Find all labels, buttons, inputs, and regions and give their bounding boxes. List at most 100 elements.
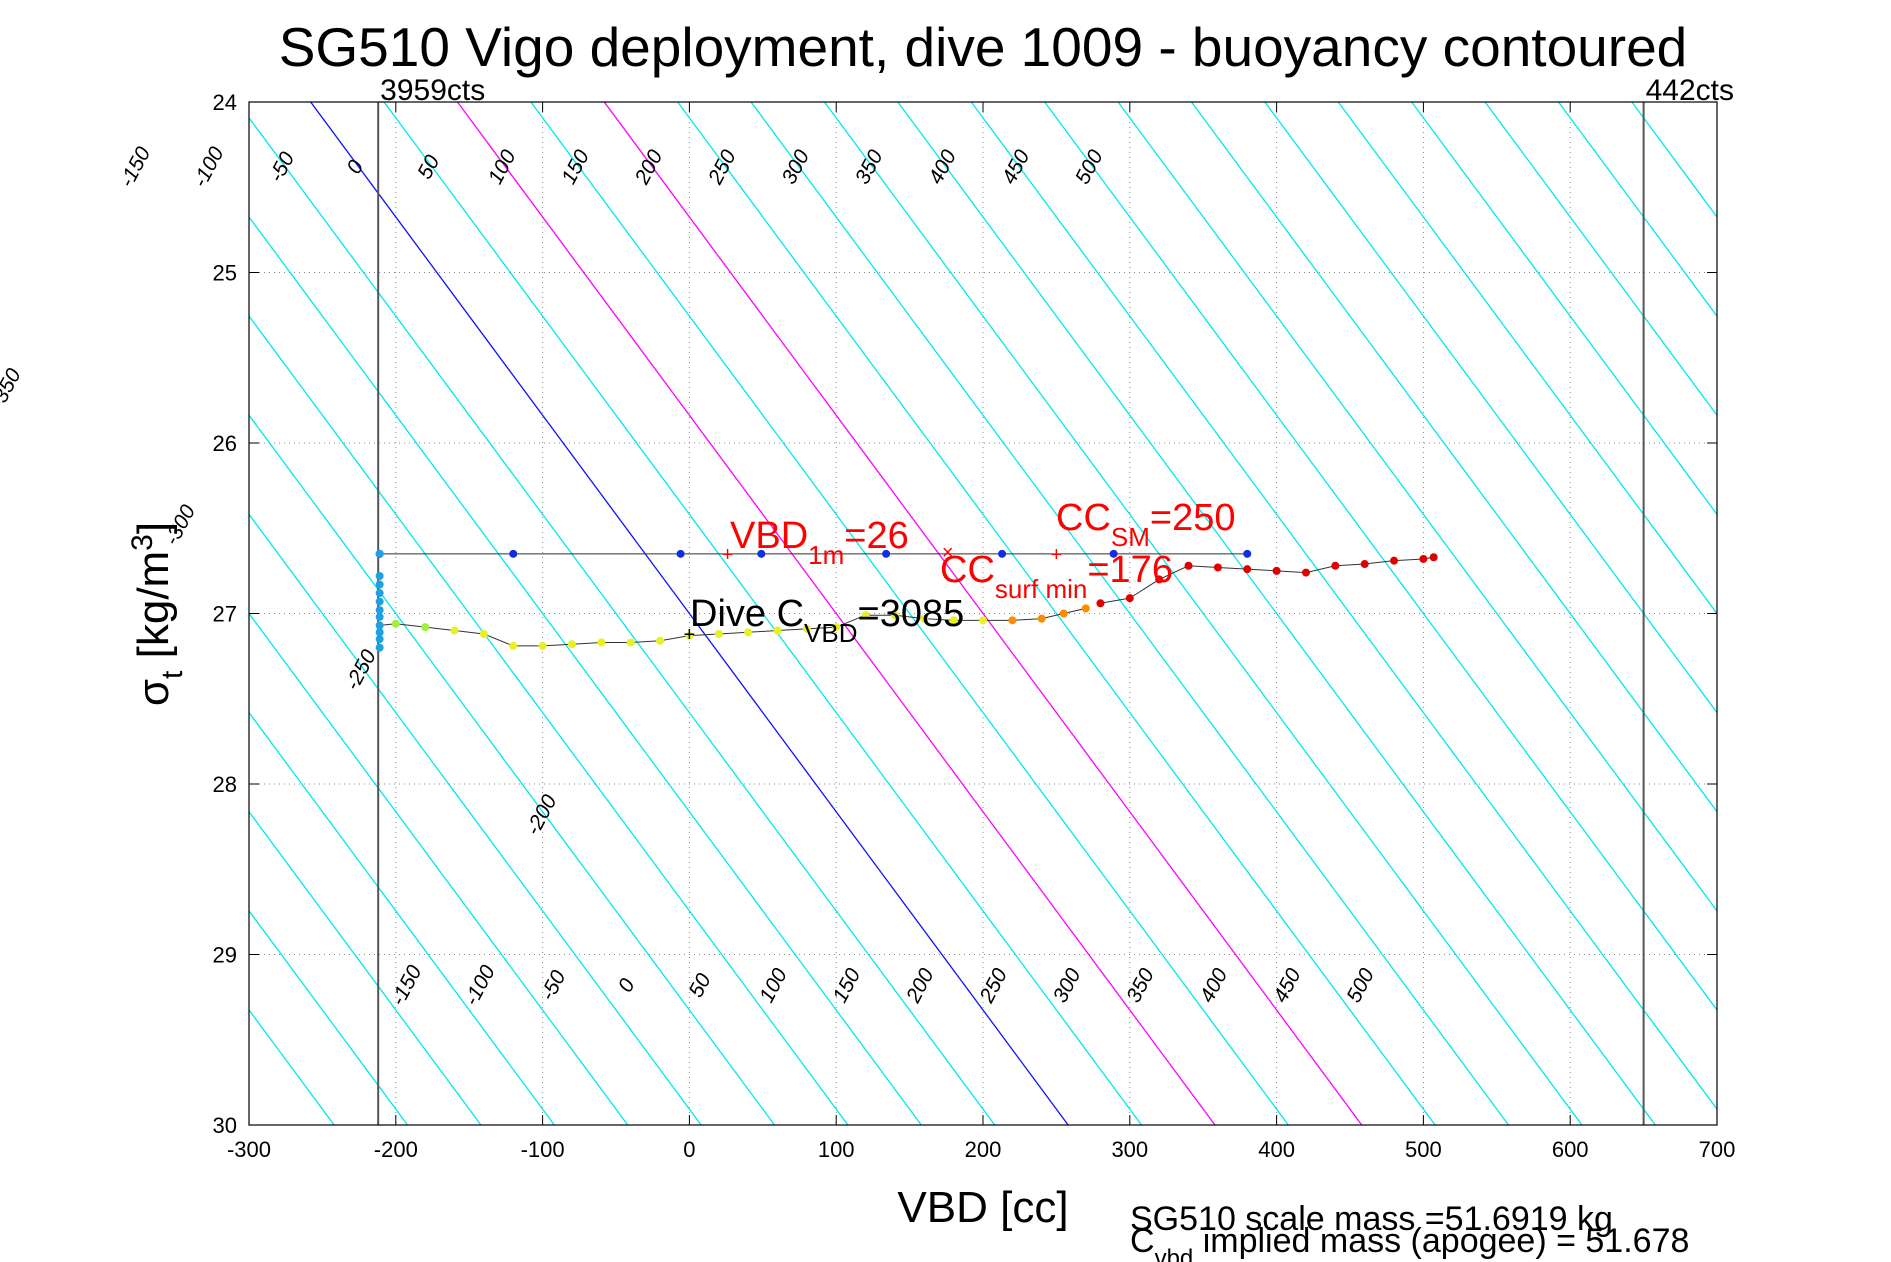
dive-point bbox=[1081, 604, 1090, 613]
dive-point bbox=[773, 626, 782, 635]
surface-point bbox=[1109, 549, 1118, 558]
dive-point bbox=[567, 640, 576, 649]
apogee-point bbox=[375, 635, 384, 644]
climb-point bbox=[1429, 553, 1438, 562]
x-tick-label: 400 bbox=[1258, 1137, 1295, 1162]
mass-line-2: Cvbd implied mass (apogee) = 51.678 bbox=[1130, 1222, 1689, 1262]
surface-point bbox=[509, 549, 518, 558]
dive-point bbox=[421, 623, 430, 632]
mass-line-2-prefix: C bbox=[1130, 1222, 1155, 1260]
contour-label-left: -200 bbox=[522, 791, 562, 839]
contour-line bbox=[603, 102, 1363, 1125]
dive-point bbox=[744, 628, 753, 637]
climb-point bbox=[1184, 561, 1193, 570]
apogee-point bbox=[375, 606, 384, 615]
cc-surf-min-label: CCsurf min=176 bbox=[940, 549, 1173, 604]
surface-point bbox=[676, 549, 685, 558]
chart-title: SG510 Vigo deployment, dive 1009 - buoya… bbox=[279, 16, 1688, 78]
contour-label-top: 250 bbox=[704, 146, 741, 189]
dive-point bbox=[391, 619, 400, 628]
contour-label-bottom: 500 bbox=[1342, 964, 1379, 1006]
dive-point bbox=[890, 611, 899, 620]
contour-label-bottom: -100 bbox=[460, 961, 500, 1009]
contour-line bbox=[249, 215, 922, 1125]
dive-point bbox=[538, 641, 547, 650]
contour-line bbox=[249, 513, 702, 1125]
cc-sm-label: CCSM=250 bbox=[1056, 497, 1235, 552]
y-axis-symbol: σ bbox=[129, 679, 178, 706]
contour-label-bottom: 300 bbox=[1049, 964, 1086, 1006]
contour-label-bottom: 250 bbox=[975, 964, 1012, 1007]
contour-line bbox=[383, 102, 1143, 1125]
apogee-point bbox=[375, 597, 384, 606]
contour-line bbox=[530, 102, 1289, 1125]
contour-label-top: -100 bbox=[189, 143, 229, 191]
surface-point bbox=[757, 549, 766, 558]
x-tick-label: 600 bbox=[1552, 1137, 1589, 1162]
vbd-1m-label: VBD1m=26 bbox=[730, 515, 909, 570]
data-series bbox=[375, 549, 1438, 652]
vbd-1m-marker: + bbox=[722, 544, 734, 566]
y-axis-label: σt [kg/m3] bbox=[126, 522, 189, 706]
contour-label-top: 100 bbox=[484, 146, 521, 188]
apogee-point bbox=[375, 589, 384, 598]
apogee-point bbox=[375, 549, 384, 558]
surface-point bbox=[1243, 549, 1252, 558]
cc-surf-min-marker: × bbox=[942, 542, 954, 564]
contour-label-top: 350 bbox=[851, 146, 888, 188]
contour-label-top: 450 bbox=[998, 146, 1035, 188]
mass-line-2-sub: vbd bbox=[1155, 1245, 1194, 1262]
contour-line bbox=[249, 711, 555, 1125]
contour-line bbox=[1117, 102, 1717, 912]
apogee-point bbox=[375, 612, 384, 621]
contour-line bbox=[249, 315, 849, 1125]
climb-point bbox=[1331, 561, 1340, 570]
dive-point bbox=[861, 611, 870, 620]
contour-label-bottom: 150 bbox=[829, 964, 866, 1006]
axes: -300 -200 -100 0 100 200 300 400 500 600 700242526… bbox=[213, 90, 1736, 1162]
contour-label-top: -150 bbox=[115, 143, 155, 191]
climb-point bbox=[1155, 575, 1164, 584]
contour-label-bottom: -50 bbox=[536, 966, 571, 1004]
grid-lines bbox=[249, 102, 1717, 1125]
y-axis-subscript: t bbox=[156, 670, 189, 679]
climb-point bbox=[1125, 594, 1134, 603]
contour-label-bottom: 50 bbox=[684, 970, 715, 1002]
climb-point bbox=[1243, 565, 1252, 574]
x-tick-label: -200 bbox=[374, 1137, 418, 1162]
apogee-point bbox=[375, 621, 384, 630]
x-axis-label: VBD [cc] bbox=[897, 1183, 1068, 1232]
x-tick-label: 200 bbox=[965, 1137, 1002, 1162]
contour-line bbox=[750, 102, 1510, 1125]
y-axis-unit: [kg/m bbox=[129, 551, 178, 659]
y-axis-superscript: 3 bbox=[126, 534, 159, 551]
contour-line bbox=[1557, 102, 1717, 318]
apogee-point bbox=[375, 571, 384, 580]
annotations: +VBD1m=26 +CCSM=250×CCsurf min=176+Dive C… bbox=[684, 497, 1236, 648]
x-tick-label: -100 bbox=[521, 1137, 565, 1162]
contour-line bbox=[249, 612, 629, 1125]
contour-label-left: -350 bbox=[0, 365, 26, 413]
climb-point bbox=[1360, 560, 1369, 569]
mass-line-1: SG510 scale mass =51.6919 kg bbox=[1130, 1200, 1613, 1238]
dive-point bbox=[685, 631, 694, 640]
dive-point bbox=[920, 614, 929, 623]
dive-point bbox=[832, 623, 841, 632]
contour-line bbox=[970, 102, 1717, 1111]
dive-point bbox=[450, 626, 459, 635]
contour-line bbox=[249, 116, 996, 1125]
dive-point bbox=[1059, 609, 1068, 618]
dive-point bbox=[479, 629, 488, 638]
x-tick-label: 500 bbox=[1405, 1137, 1442, 1162]
contour-line bbox=[1190, 102, 1717, 813]
dive-point bbox=[949, 616, 958, 625]
contour-label-top: 400 bbox=[924, 146, 961, 188]
contour-label-top: 150 bbox=[557, 146, 594, 188]
surface-point bbox=[998, 549, 1007, 558]
contour-line bbox=[1411, 102, 1717, 516]
dive-line bbox=[379, 607, 1086, 647]
climb-point bbox=[1213, 563, 1222, 572]
contour-line bbox=[1484, 102, 1717, 417]
contour-line bbox=[677, 102, 1436, 1125]
